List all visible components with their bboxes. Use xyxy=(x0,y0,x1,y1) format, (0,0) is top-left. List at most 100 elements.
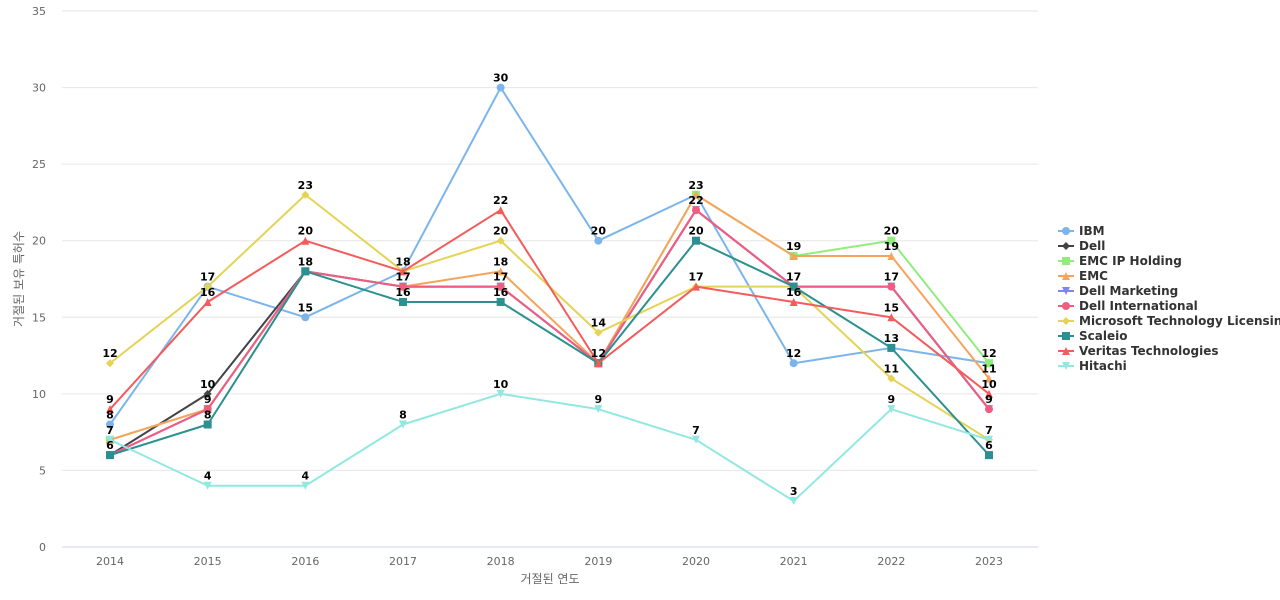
data-point[interactable] xyxy=(203,420,212,429)
legend-marker[interactable] xyxy=(1062,227,1070,235)
data-point[interactable] xyxy=(399,267,407,276)
data-point[interactable] xyxy=(985,435,993,444)
data-label: 17 xyxy=(493,271,508,284)
series-veritas-technologies[interactable] xyxy=(106,206,993,414)
legend-item[interactable]: Dell Marketing xyxy=(1058,284,1178,298)
data-label: 10 xyxy=(981,378,997,391)
legend-marker[interactable] xyxy=(1062,257,1070,265)
data-point[interactable] xyxy=(496,236,505,245)
series-line[interactable] xyxy=(109,209,990,410)
legend-item[interactable]: IBM xyxy=(1058,224,1105,238)
data-point[interactable] xyxy=(496,83,505,92)
legend-marker[interactable] xyxy=(1062,362,1070,370)
legend-item[interactable]: Hitachi xyxy=(1058,359,1127,373)
data-point[interactable] xyxy=(301,481,310,490)
legend-item[interactable]: Dell International xyxy=(1058,299,1198,313)
x-axis-title: 거절된 연도 xyxy=(520,572,579,586)
data-point[interactable] xyxy=(203,282,212,291)
data-point[interactable] xyxy=(496,389,505,398)
data-point[interactable] xyxy=(789,252,798,261)
legend-item[interactable]: Dell xyxy=(1058,239,1105,253)
data-point[interactable] xyxy=(301,267,310,276)
data-point[interactable] xyxy=(789,282,798,291)
data-label: 6 xyxy=(985,439,993,452)
data-point[interactable] xyxy=(887,236,896,245)
data-label: 17 xyxy=(884,271,899,284)
data-point[interactable] xyxy=(789,359,798,368)
data-point[interactable] xyxy=(399,420,407,429)
legend-marker[interactable] xyxy=(1062,302,1070,310)
data-label: 20 xyxy=(298,225,314,238)
data-point[interactable] xyxy=(692,206,700,215)
series-line[interactable] xyxy=(109,239,990,457)
data-point[interactable] xyxy=(203,297,212,306)
legend-item[interactable]: Scaleio xyxy=(1058,329,1127,343)
data-point[interactable] xyxy=(692,190,700,199)
data-label: 18 xyxy=(395,255,410,268)
data-point[interactable] xyxy=(203,389,212,398)
legend-label: Dell International xyxy=(1079,299,1198,313)
data-labels: 12 9 8 7 6 17 16 10 9 8 4 23 20 18 15 4 18 17 16 8 30 22 20 18 1… xyxy=(102,72,997,498)
legend-marker[interactable] xyxy=(1062,332,1070,340)
data-point[interactable] xyxy=(301,313,310,322)
data-point[interactable] xyxy=(106,435,114,444)
data-point[interactable] xyxy=(692,236,700,245)
x-tick-label: 2019 xyxy=(584,555,612,568)
data-point[interactable] xyxy=(106,420,114,429)
data-label: 18 xyxy=(298,255,313,268)
data-point[interactable] xyxy=(887,282,896,291)
data-point[interactable] xyxy=(106,405,114,414)
data-point[interactable] xyxy=(106,359,114,368)
legend-item[interactable]: Microsoft Technology Licensing xyxy=(1058,314,1280,328)
data-point[interactable] xyxy=(887,343,896,352)
legend-marker[interactable] xyxy=(1062,317,1070,325)
series-line[interactable] xyxy=(109,392,990,503)
data-point[interactable] xyxy=(399,282,407,291)
data-point[interactable] xyxy=(887,313,896,322)
data-point[interactable] xyxy=(985,389,993,398)
data-label: 9 xyxy=(106,393,114,406)
data-point[interactable] xyxy=(301,236,310,245)
data-point[interactable] xyxy=(887,374,896,383)
data-point[interactable] xyxy=(496,206,505,215)
axes: 거절된 연도 거절된 보유 특허수 2014 2015 2016 2017 2018 20… xyxy=(12,231,1038,586)
data-point[interactable] xyxy=(399,297,407,306)
data-point[interactable] xyxy=(692,282,700,291)
data-label: 9 xyxy=(888,393,896,406)
y-tick-label: 15 xyxy=(32,311,46,324)
data-label: 16 xyxy=(786,286,802,299)
data-label: 15 xyxy=(884,301,899,314)
data-point[interactable] xyxy=(203,481,212,490)
legend-marker[interactable] xyxy=(1062,242,1070,250)
data-point[interactable] xyxy=(692,435,700,444)
data-point[interactable] xyxy=(496,297,505,306)
data-point[interactable] xyxy=(789,297,798,306)
data-point[interactable] xyxy=(301,190,310,199)
data-point[interactable] xyxy=(594,328,603,337)
data-point[interactable] xyxy=(985,405,993,414)
data-point[interactable] xyxy=(887,405,896,414)
data-point[interactable] xyxy=(594,405,603,414)
series-hitachi[interactable] xyxy=(106,389,993,506)
legend-item[interactable]: Veritas Technologies xyxy=(1058,344,1218,358)
legend-item[interactable]: EMC IP Holding xyxy=(1058,254,1182,268)
data-point[interactable] xyxy=(789,497,798,506)
data-point[interactable] xyxy=(985,374,993,383)
data-point[interactable] xyxy=(496,267,505,276)
legend-marker[interactable] xyxy=(1062,272,1070,280)
legend-marker[interactable] xyxy=(1062,287,1070,295)
data-point[interactable] xyxy=(887,252,896,261)
series-line[interactable] xyxy=(109,86,990,426)
data-point[interactable] xyxy=(594,359,603,368)
data-point[interactable] xyxy=(985,451,993,460)
legend-item[interactable]: EMC xyxy=(1058,269,1108,283)
legend-marker[interactable] xyxy=(1062,347,1070,355)
series-line[interactable] xyxy=(109,209,990,457)
data-point[interactable] xyxy=(985,359,993,368)
data-point[interactable] xyxy=(594,236,603,245)
data-point[interactable] xyxy=(106,451,114,460)
data-point[interactable] xyxy=(496,282,505,291)
data-point[interactable] xyxy=(203,405,212,414)
